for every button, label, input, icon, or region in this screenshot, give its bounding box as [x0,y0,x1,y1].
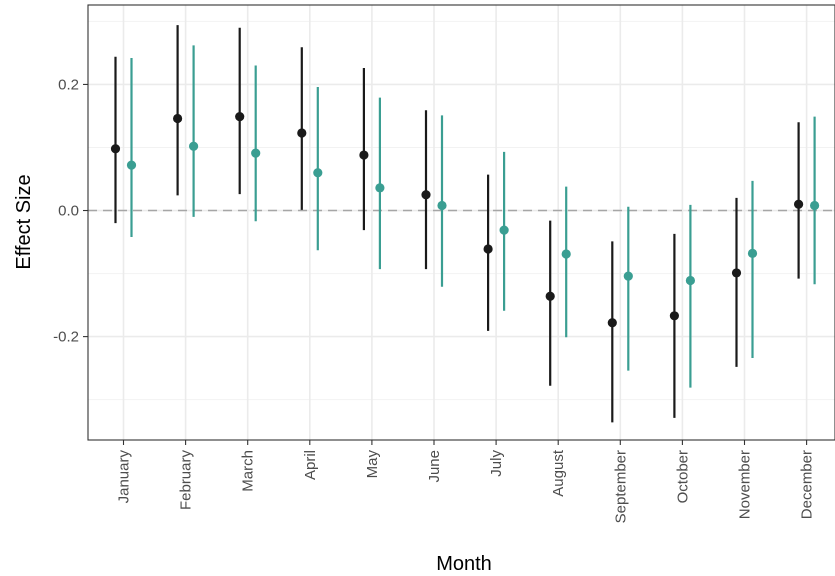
data-point [731,268,742,278]
data-point [375,183,385,193]
data-point [421,190,431,200]
data-point [669,311,680,321]
y-tick-label: 0.0 [58,203,79,220]
data-point [437,200,447,211]
panel-background [88,5,835,440]
x-tick-label: May [364,450,381,479]
y-axis: -0.2 0.0 0.2 [53,76,88,346]
x-tick-label: April [302,450,319,480]
x-tick-label: July [488,450,505,477]
data-point [173,113,183,124]
data-point [251,148,261,158]
data-point [561,249,571,259]
data-point [545,291,555,301]
x-axis: January February March April May June July Augu… [116,440,816,523]
data-point [623,271,633,281]
y-tick-label: 0.2 [58,76,79,93]
data-point [126,160,137,170]
data-point [685,275,696,286]
y-axis-title: Effect Size [13,174,35,269]
x-axis-title: Month [436,553,492,575]
data-point [189,141,199,151]
x-tick-label: September [612,450,629,523]
x-tick-label: January [116,450,133,504]
data-point [313,168,323,178]
x-tick-label: December [799,450,816,519]
grid-minor [88,20,835,401]
x-tick-label: February [178,450,195,511]
x-tick-label: March [240,450,257,492]
data-point [747,248,758,258]
x-tick-label: June [426,450,443,483]
chart-marks [110,25,820,423]
x-tick-label: August [550,449,567,497]
data-point [110,144,121,154]
data-point [810,200,820,211]
data-point [359,150,369,160]
data-point [235,111,245,122]
data-point [499,225,509,235]
panel-border [87,4,835,441]
data-point [607,318,617,328]
x-tick-label: November [737,450,754,519]
data-point [483,244,493,254]
data-point [794,199,804,209]
y-tick-label: -0.2 [53,329,79,346]
x-tick-label: October [674,450,691,503]
data-point [297,128,307,138]
